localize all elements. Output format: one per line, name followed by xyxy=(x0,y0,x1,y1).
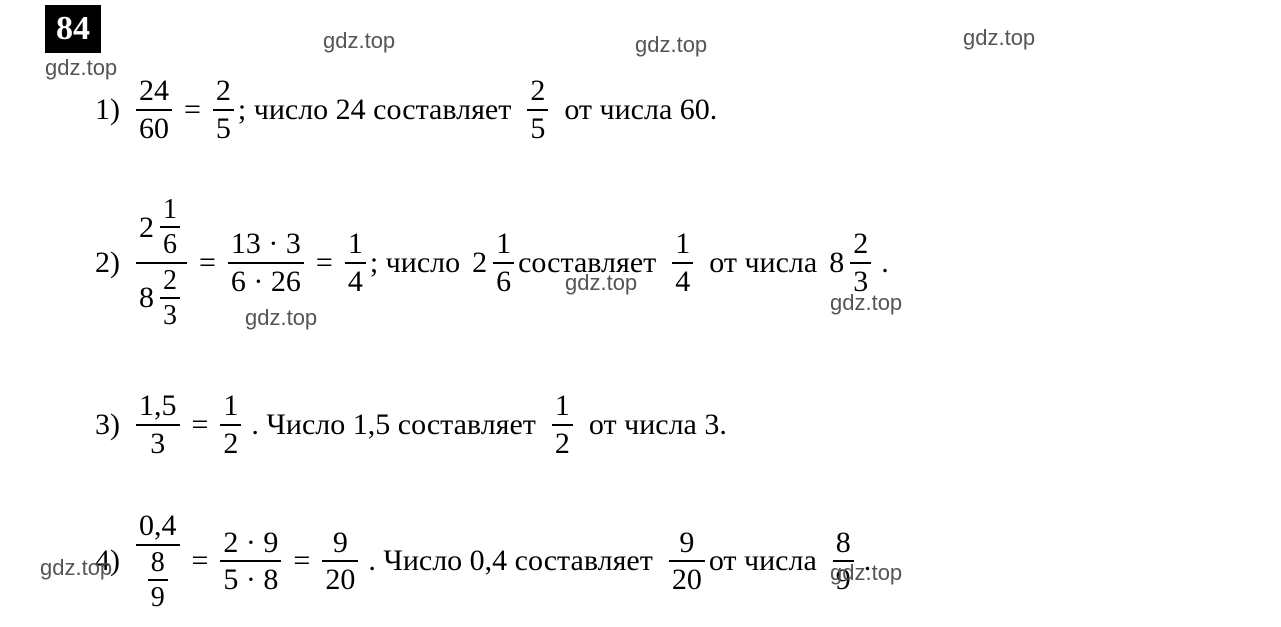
l1-rhs-frac: 2 5 xyxy=(213,75,234,144)
l4-text-c: . xyxy=(864,544,872,578)
index-4: 4) xyxy=(95,544,120,578)
l2-lhs-den-d: 3 xyxy=(160,301,180,330)
l4-f2-d: 9 xyxy=(833,564,854,596)
l1-lhs-frac: 24 60 xyxy=(136,75,172,144)
l2-lhs-num-n: 1 xyxy=(160,195,180,224)
l3-f1: 1 2 xyxy=(552,390,573,459)
l2-lhs-den-mixed: 8 2 3 xyxy=(139,266,184,331)
l2-m1: 2 1 6 xyxy=(472,228,518,297)
l2-f1: 1 4 xyxy=(672,228,693,297)
math-solution-page: 84 1) 24 60 = 2 5 ; число 24 составляет … xyxy=(0,0,1281,627)
line-3: 3) 1,5 3 = 1 2 . Число 1,5 составляет 1 … xyxy=(95,390,727,459)
l2-m2-d: 3 xyxy=(850,266,871,298)
l3-text-b: от числа 3. xyxy=(589,408,727,442)
l1-f1-num: 2 xyxy=(527,75,548,107)
line-1: 1) 24 60 = 2 5 ; число 24 составляет 2 5… xyxy=(95,75,717,144)
l2-lhs-num-mixed: 2 1 6 xyxy=(139,195,184,260)
l3-f1-d: 2 xyxy=(552,428,573,460)
l3-rhs-den: 2 xyxy=(220,428,241,460)
l4-f1-d: 20 xyxy=(669,564,705,596)
l2-text-d: . xyxy=(881,246,889,280)
l2-m2-n: 2 xyxy=(850,228,871,260)
l4-lhs-den-frac: 8 9 xyxy=(148,548,168,613)
l4-mid-frac: 2 · 9 5 · 8 xyxy=(220,527,281,596)
l4-f2-n: 8 xyxy=(833,527,854,559)
l2-lhs-num-d: 6 xyxy=(160,230,180,259)
l1-rhs-den: 5 xyxy=(213,113,234,145)
l4-rhs-frac: 9 20 xyxy=(322,527,358,596)
l1-inline-frac: 2 5 xyxy=(527,75,548,144)
l4-rhs-den: 20 xyxy=(322,564,358,596)
l2-m1-n: 1 xyxy=(493,228,514,260)
l2-f1-n: 1 xyxy=(672,228,693,260)
l1-f1-den: 5 xyxy=(527,113,548,145)
problem-number-box: 84 xyxy=(45,5,101,53)
l4-lhs-den-n: 8 xyxy=(148,548,168,577)
index-1: 1) xyxy=(95,93,120,127)
l2-m2-whole: 8 xyxy=(829,246,844,280)
index-3: 3) xyxy=(95,408,120,442)
line-4: 4) 0,4 8 9 = 2 · 9 5 · 8 = 9 20 xyxy=(95,510,871,612)
l4-f1: 9 20 xyxy=(669,527,705,596)
l1-lhs-den: 60 xyxy=(136,113,172,145)
l3-lhs-frac: 1,5 3 xyxy=(136,390,180,459)
l3-lhs-den: 3 xyxy=(147,428,168,460)
l4-rhs-num: 9 xyxy=(330,527,351,559)
l4-compound-frac: 0,4 8 9 xyxy=(136,510,180,612)
l1-lhs-num: 24 xyxy=(136,75,172,107)
l2-m1-d: 6 xyxy=(493,266,514,298)
l2-compound-frac: 2 1 6 8 2 3 xyxy=(136,195,187,331)
l2-text-c: от числа xyxy=(709,246,817,280)
l4-mid-num: 2 · 9 xyxy=(220,527,281,559)
watermark-text: gdz.top xyxy=(635,32,707,58)
l4-lhs-den-d: 9 xyxy=(148,583,168,612)
l2-mid-num: 13 · 3 xyxy=(228,228,304,260)
l2-lhs-den-n: 2 xyxy=(160,266,180,295)
l3-rhs-num: 1 xyxy=(220,390,241,422)
l2-text-a: ; число xyxy=(370,246,460,280)
l2-lhs-den-frac: 2 3 xyxy=(160,266,180,331)
equals: = xyxy=(199,246,216,280)
equals: = xyxy=(192,408,209,442)
l3-f1-n: 1 xyxy=(552,390,573,422)
equals: = xyxy=(293,544,310,578)
watermark-text: gdz.top xyxy=(963,25,1035,51)
l2-lhs-den-whole: 8 xyxy=(139,282,154,314)
watermark-text: gdz.top xyxy=(323,28,395,54)
l2-m2-frac: 2 3 xyxy=(850,228,871,297)
l4-f2: 8 9 xyxy=(833,527,854,596)
l2-text-b: составляет xyxy=(518,246,656,280)
l2-rhs-den: 4 xyxy=(345,266,366,298)
equals: = xyxy=(316,246,333,280)
l2-m1-frac: 1 6 xyxy=(493,228,514,297)
l2-rhs-frac: 1 4 xyxy=(345,228,366,297)
l2-lhs-num-frac: 1 6 xyxy=(160,195,180,260)
l2-mid-frac: 13 · 3 6 · 26 xyxy=(228,228,304,297)
l1-rhs-num: 2 xyxy=(213,75,234,107)
l4-f1-n: 9 xyxy=(676,527,697,559)
equals: = xyxy=(184,93,201,127)
l1-text-b: от числа 60. xyxy=(564,93,717,127)
l4-mid-den: 5 · 8 xyxy=(220,564,281,596)
l2-f1-d: 4 xyxy=(672,266,693,298)
line-2: 2) 2 1 6 8 2 xyxy=(95,195,889,331)
l2-mid-den: 6 · 26 xyxy=(228,266,304,298)
l4-text-b: от числа xyxy=(709,544,817,578)
l3-text-a: . Число 1,5 составляет xyxy=(251,408,535,442)
l1-text-a: ; число 24 составляет xyxy=(238,93,511,127)
l4-text-a: . Число 0,4 составляет xyxy=(368,544,652,578)
l3-rhs-frac: 1 2 xyxy=(220,390,241,459)
l2-lhs-num-whole: 2 xyxy=(139,212,154,244)
problem-number: 84 xyxy=(56,12,90,46)
l2-m2: 8 2 3 xyxy=(829,228,875,297)
l3-lhs-num: 1,5 xyxy=(136,390,180,422)
equals: = xyxy=(192,544,209,578)
l2-m1-whole: 2 xyxy=(472,246,487,280)
l2-rhs-num: 1 xyxy=(345,228,366,260)
l4-lhs-num: 0,4 xyxy=(136,510,180,542)
index-2: 2) xyxy=(95,246,120,280)
